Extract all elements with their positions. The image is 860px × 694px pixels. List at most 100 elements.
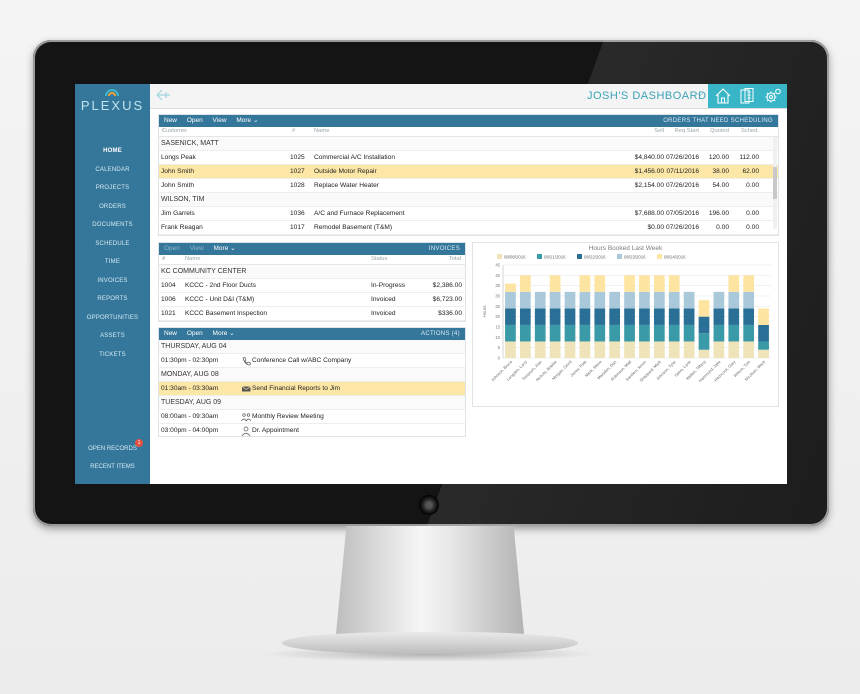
bar-segment[interactable]: [549, 324, 561, 342]
action-item[interactable]: 08:00am - 09:30am Monthly Review Meeting: [159, 410, 465, 424]
bar-segment[interactable]: [609, 308, 621, 325]
logo[interactable]: PLEXUS: [75, 84, 150, 118]
home-icon[interactable]: [714, 87, 732, 105]
bar-segment[interactable]: [683, 291, 695, 309]
action-item[interactable]: 01:30pm - 02:30pm Conference Call w/ABC C…: [159, 354, 465, 368]
bar-segment[interactable]: [519, 275, 531, 292]
bar-segment[interactable]: [579, 308, 591, 325]
bar-segment[interactable]: [698, 300, 710, 317]
bar-segment[interactable]: [713, 291, 725, 309]
bar-segment[interactable]: [639, 275, 650, 292]
bar-segment[interactable]: [579, 341, 591, 358]
bar-segment[interactable]: [609, 291, 621, 309]
bar-segment[interactable]: [564, 308, 576, 325]
bar-segment[interactable]: [564, 324, 576, 342]
view-button[interactable]: View: [189, 245, 204, 252]
more-button[interactable]: More ⌄: [236, 117, 259, 124]
table-row[interactable]: Frank Reagan 1017 Remodel Basement (T&M) $0…: [159, 221, 778, 235]
bar-segment[interactable]: [564, 291, 576, 309]
bar-segment[interactable]: [758, 341, 769, 350]
bar-segment[interactable]: [758, 349, 769, 358]
table-row[interactable]: 1006 KCCC - Unit D&I (T&M) Invoiced $6,723.…: [159, 293, 465, 307]
bar-segment[interactable]: [549, 275, 561, 292]
bar-segment[interactable]: [534, 308, 546, 325]
bar-segment[interactable]: [624, 308, 635, 325]
col-name[interactable]: Name: [314, 128, 330, 134]
col-sched[interactable]: Sched.: [740, 128, 759, 134]
bar-segment[interactable]: [728, 324, 740, 342]
table-row[interactable]: Jim Garrels 1036 A/C and Furnace Replaceme…: [159, 207, 778, 221]
col-req-start[interactable]: Req Start: [674, 128, 700, 134]
more-button[interactable]: More ⌄: [212, 330, 235, 337]
bar-segment[interactable]: [639, 308, 650, 325]
orders-scrollbar[interactable]: [773, 137, 777, 229]
bar-segment[interactable]: [698, 349, 710, 358]
bar-segment[interactable]: [624, 275, 635, 292]
bar-segment[interactable]: [609, 324, 621, 342]
bar-segment[interactable]: [564, 341, 576, 358]
bar-segment[interactable]: [653, 341, 665, 358]
bar-segment[interactable]: [653, 308, 665, 325]
bar-segment[interactable]: [698, 316, 710, 334]
bar-segment[interactable]: [579, 324, 591, 342]
bar-segment[interactable]: [683, 308, 695, 325]
col-num[interactable]: #: [292, 128, 296, 134]
bar-segment[interactable]: [519, 324, 531, 342]
bar-segment[interactable]: [534, 291, 546, 309]
bar-segment[interactable]: [639, 291, 650, 309]
sidebar-item-schedule[interactable]: SCHEDULE: [95, 240, 130, 247]
bar-segment[interactable]: [698, 333, 710, 350]
bar-segment[interactable]: [624, 291, 635, 309]
bar-segment[interactable]: [668, 308, 680, 325]
col-name[interactable]: Name: [185, 256, 201, 262]
sidebar-item-home[interactable]: HOME: [103, 148, 122, 154]
bar-segment[interactable]: [639, 324, 650, 342]
bar-segment[interactable]: [624, 324, 635, 342]
open-button[interactable]: Open: [164, 245, 180, 252]
bar-segment[interactable]: [758, 308, 769, 325]
bar-segment[interactable]: [594, 341, 606, 358]
table-row[interactable]: Longs Peak 1025 Commercial A/C Installatio…: [159, 151, 778, 165]
bar-segment[interactable]: [668, 341, 680, 358]
col-quoted[interactable]: Quoted: [709, 128, 729, 134]
bar-segment[interactable]: [505, 324, 516, 342]
bar-segment[interactable]: [549, 341, 561, 358]
chevron-down-icon[interactable]: ⌵: [697, 89, 704, 98]
table-row[interactable]: 1004 KCCC - 2nd Floor Ducts In-Progress $2,…: [159, 279, 465, 293]
bar-segment[interactable]: [639, 341, 650, 358]
bar-segment[interactable]: [743, 275, 755, 292]
table-row[interactable]: John Smith 1028 Replace Water Heater $2,154…: [159, 179, 778, 193]
sidebar-item-orders[interactable]: ORDERS: [99, 203, 126, 210]
bar-segment[interactable]: [653, 291, 665, 309]
sidebar-item-reports[interactable]: REPORTS: [97, 296, 128, 302]
dashboard-title[interactable]: JOSH'S DASHBOARD: [587, 90, 707, 102]
bar-segment[interactable]: [534, 341, 546, 358]
bar-segment[interactable]: [534, 324, 546, 342]
bar-segment[interactable]: [668, 275, 680, 292]
sidebar-item-open-records[interactable]: OPEN RECORDS 1: [75, 439, 150, 458]
bar-segment[interactable]: [713, 308, 725, 325]
bar-segment[interactable]: [653, 324, 665, 342]
bar-segment[interactable]: [713, 324, 725, 342]
open-button[interactable]: Open: [186, 117, 203, 124]
scroll-thumb[interactable]: [773, 167, 777, 199]
sidebar-item-invoices[interactable]: INVOICES: [97, 277, 128, 284]
bar-segment[interactable]: [594, 275, 606, 292]
new-button[interactable]: New: [164, 330, 178, 337]
sidebar-item-time[interactable]: TIME: [104, 259, 121, 265]
bar-segment[interactable]: [668, 291, 680, 309]
sidebar-item-projects[interactable]: PROJECTS: [95, 185, 130, 191]
bar-segment[interactable]: [728, 308, 740, 325]
sidebar-item-calendar[interactable]: CALENDAR: [95, 166, 130, 173]
bar-segment[interactable]: [713, 341, 725, 358]
sidebar-item-assets[interactable]: ASSETS: [100, 333, 125, 339]
open-button[interactable]: Open: [186, 330, 203, 337]
col-total[interactable]: Total: [448, 256, 461, 262]
settings-icon[interactable]: [763, 87, 783, 105]
bar-segment[interactable]: [519, 341, 531, 358]
bar-segment[interactable]: [653, 275, 665, 292]
bar-segment[interactable]: [579, 275, 591, 292]
col-status[interactable]: Status: [371, 256, 388, 262]
bar-segment[interactable]: [683, 324, 695, 342]
bar-segment[interactable]: [728, 341, 740, 358]
